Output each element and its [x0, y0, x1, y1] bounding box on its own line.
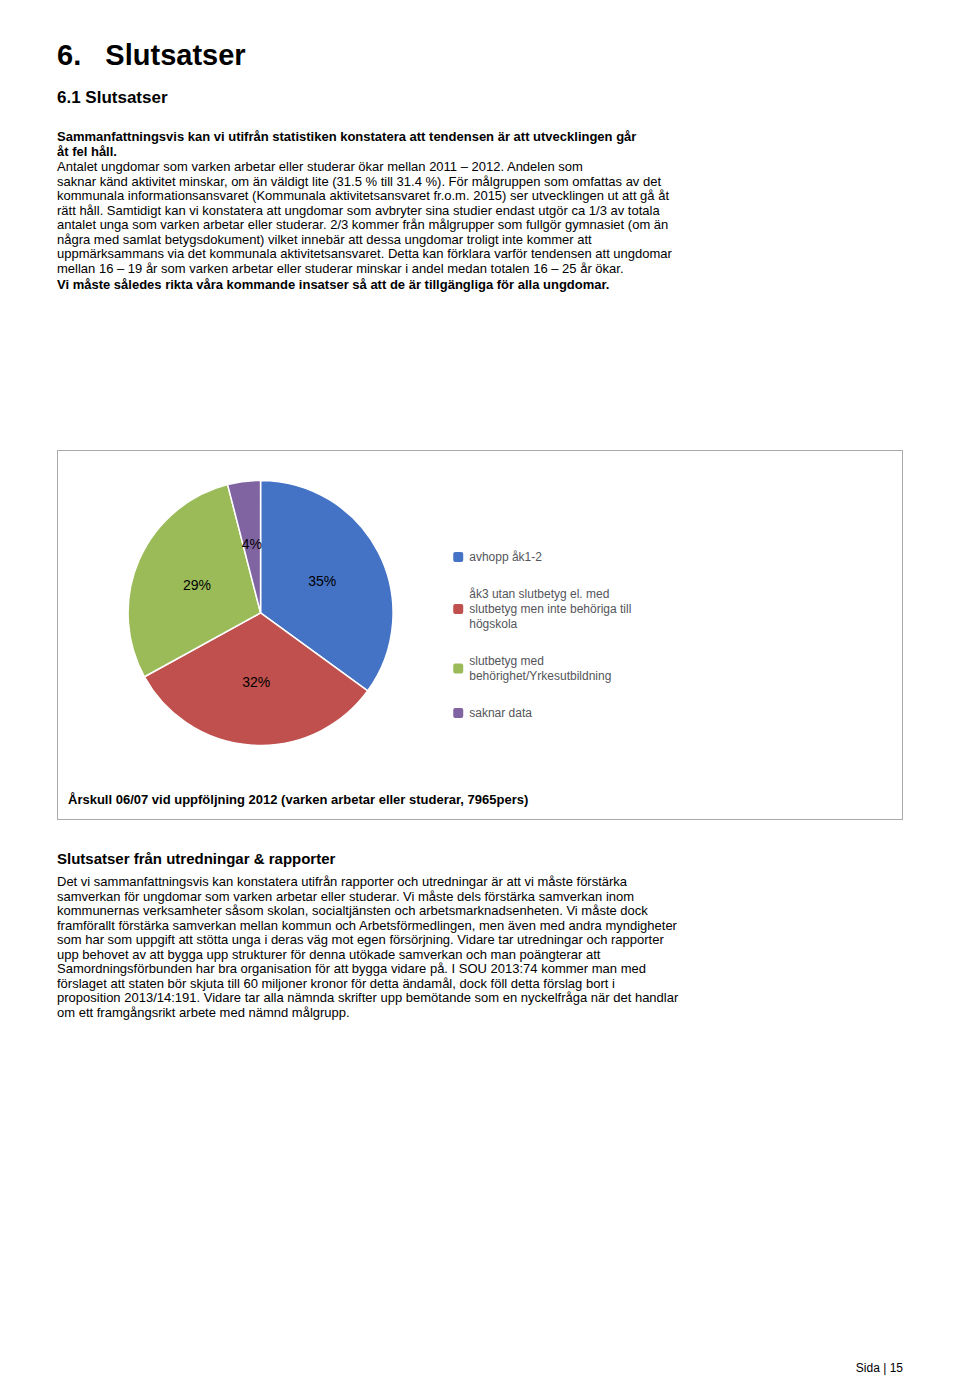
html-text:Det vi sammanfattningsvis kan: Det vi sammanfattningsvis kan konstatera… [57, 874, 628, 889]
html-text:som har som uppgift att stötta: som har som uppgift att stötta unga i de… [57, 932, 664, 947]
html-text:åt fel håll.: åt fel håll. [57, 143, 117, 159]
svg-text:högskola: högskola [469, 617, 517, 631]
html-text:antalet unga som varken arbeta: antalet unga som varken arbetar eller st… [57, 217, 669, 232]
html-text:Vi måste således rikta våra ko: Vi måste således rikta våra kommande ins… [57, 277, 610, 292]
html-text:kommunernas verksamheter såsom: kommunernas verksamheter såsom skolan, s… [57, 903, 648, 918]
html-text:Sammanfattningsvis kan vi utif: Sammanfattningsvis kan vi utifrån statis… [57, 129, 637, 144]
html-text:proposition 2013/14:191. Vidar: proposition 2013/14:191. Vidare tar alla… [57, 990, 679, 1005]
svg-text:avhopp åk1-2: avhopp åk1-2 [469, 550, 542, 564]
html-text:rätt håll. Samtidigt kan vi ko: rätt håll. Samtidigt kan vi konstatera a… [57, 202, 660, 218]
html-text:6. Slutsatser: 6. Slutsatser [57, 39, 246, 71]
html-text:kommunala informationsansvaret: kommunala informationsansvaret (Kommunal… [57, 188, 669, 203]
html-text:uppmärksammans via det kommuna: uppmärksammans via det kommunala aktivit… [57, 246, 672, 261]
svg-text:Årskull 06/07 vid uppföljning: Årskull 06/07 vid uppföljning 2012 (vark… [68, 792, 528, 807]
svg-text:4%: 4% [242, 536, 262, 552]
html-text:Antalet ungdomar som varken ar: Antalet ungdomar som varken arbetar elle… [57, 159, 583, 174]
svg-text:slutbetyg med: slutbetyg med [469, 654, 544, 668]
svg-text:29%: 29% [183, 577, 211, 593]
svg-text:behörighet/Yrkesutbildning: behörighet/Yrkesutbildning [469, 669, 611, 683]
html-text:Sida | 15: Sida | 15 [855, 1360, 903, 1375]
svg-text:åk3 utan slutbetyg el. med: åk3 utan slutbetyg el. med [469, 587, 609, 601]
html-text:6.1 Slutsatser: 6.1 Slutsatser [57, 88, 168, 107]
html-text:saknar känd aktivitet minskar,: saknar känd aktivitet minskar, om än väl… [57, 173, 662, 189]
html-text:upp behovet av att bygga upp s: upp behovet av att bygga upp strukturer … [57, 946, 601, 962]
svg-text:saknar data: saknar data [469, 706, 532, 720]
svg-text:35%: 35% [308, 573, 336, 589]
html-text:samverkan för ungdomar som var: samverkan för ungdomar som varken arbeta… [57, 888, 635, 904]
html-text:förslaget att staten bör skjut: förslaget att staten bör skjuta till 60 … [57, 975, 615, 991]
svg-text:slutbetyg men inte behöriga ti: slutbetyg men inte behöriga till [469, 602, 631, 616]
svg-text:32%: 32% [242, 674, 270, 690]
html-text:framförallt förstärka samverka: framförallt förstärka samverkan mellan k… [57, 917, 677, 933]
html-text:Slutsatser från utredningar &: Slutsatser från utredningar & rapporter [57, 850, 336, 867]
html-text:några med samlat betygsdokumen: några med samlat betygsdokument) vilket … [57, 231, 592, 247]
html-text:mellan 16 – 19 år som varken a: mellan 16 – 19 år som varken arbetar ell… [57, 260, 624, 276]
html-text:om ett framgångsrikt arbete me: om ett framgångsrikt arbete med nämnd må… [57, 1004, 350, 1020]
html-text:Samordningsförbunden har bra o: Samordningsförbunden har bra organisatio… [57, 961, 646, 976]
